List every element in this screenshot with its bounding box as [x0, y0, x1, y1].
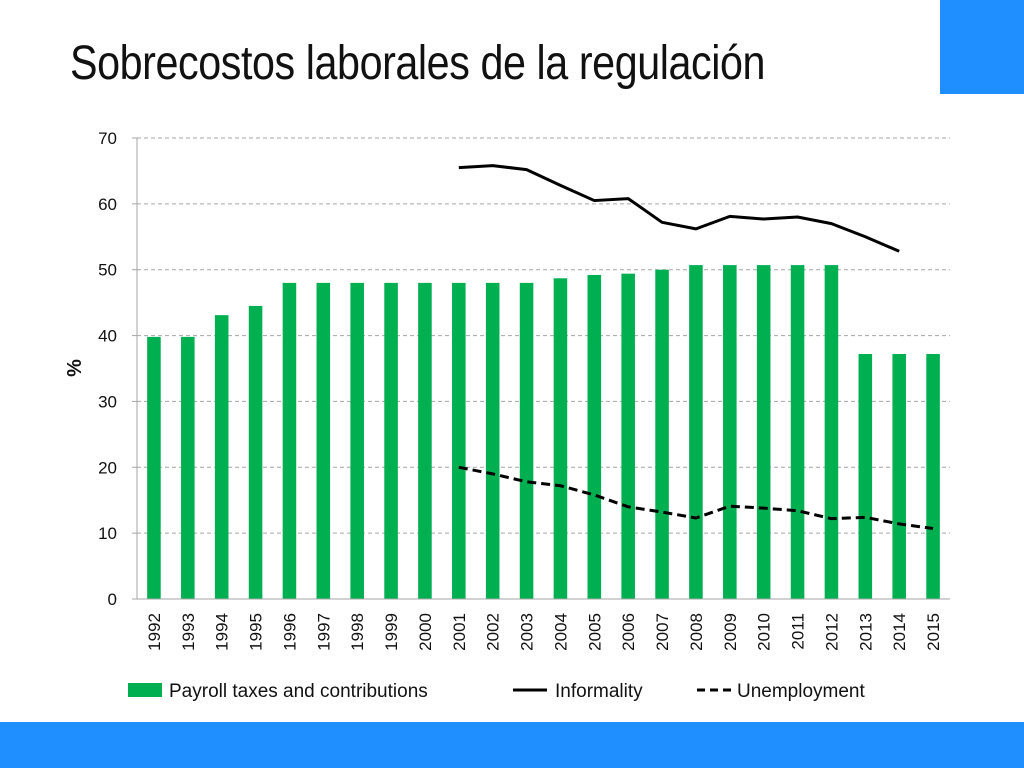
legend-swatch	[128, 683, 162, 697]
y-tick-label: 0	[108, 590, 117, 609]
footer-band	[0, 722, 1024, 768]
bar	[858, 354, 873, 599]
bar	[282, 282, 297, 599]
y-tick-label: 50	[98, 261, 117, 280]
bars	[147, 265, 940, 599]
bar	[384, 282, 398, 599]
x-tick-label: 2015	[924, 613, 943, 651]
y-tick-label: 70	[98, 129, 117, 148]
x-tick-label: 1992	[145, 613, 164, 651]
x-tick-label: 2005	[585, 613, 604, 651]
y-tick-label: 60	[98, 195, 117, 214]
y-tick-label: 10	[98, 524, 117, 543]
x-tick-label: 1993	[179, 613, 198, 651]
y-tick-labels: 0 10 20 30 40 50 60 70	[98, 129, 137, 609]
lines	[458, 164, 934, 531]
bar	[587, 274, 602, 599]
x-tick-label: 2000	[416, 613, 435, 651]
x-tick-label: 2009	[721, 613, 740, 651]
legend: Payroll taxes and contributions Informali…	[128, 681, 865, 702]
bar	[147, 336, 161, 599]
x-tick-label: 1998	[348, 613, 367, 651]
x-tick-label: 2004	[551, 613, 570, 651]
legend-label: Unemployment	[737, 681, 865, 702]
x-tick-label: 2008	[687, 613, 706, 651]
bar	[621, 273, 635, 599]
x-tick-labels: 1992 1993 1994 1995 1996 1997 1998 1999 2000 2001…	[145, 613, 943, 651]
x-tick-label: 1994	[213, 613, 232, 651]
x-tick-label: 2006	[619, 613, 638, 651]
bar	[756, 265, 771, 599]
bar	[723, 265, 737, 599]
bar	[519, 282, 534, 599]
x-tick-label: 2003	[518, 613, 537, 651]
y-tick-label: 20	[98, 458, 117, 477]
bar	[181, 336, 195, 599]
y-tick-label: 40	[98, 327, 117, 346]
x-tick-label: 2001	[450, 613, 469, 651]
x-tick-label: 1996	[280, 613, 299, 651]
bar	[926, 354, 940, 599]
bar	[553, 278, 568, 599]
x-tick-label: 1995	[247, 613, 266, 651]
x-tick-label: 2013	[856, 613, 875, 651]
informality-line	[458, 164, 900, 253]
y-axis-label: %	[64, 359, 86, 377]
y-tick-label: 30	[98, 392, 117, 411]
title-box: Sobrecostos laborales de la regulación	[0, 0, 940, 94]
bar	[214, 315, 229, 599]
x-tick-label: 1997	[314, 613, 333, 651]
legend-label: Informality	[555, 681, 643, 702]
x-tick-label: 2002	[484, 613, 503, 651]
x-tick-label: 2007	[653, 613, 672, 651]
bar	[824, 265, 839, 599]
chart: 0 10 20 30 40 50 60 70 1992 1993 1994 1995 1996 1997…	[64, 129, 950, 702]
bar	[689, 265, 703, 599]
bar	[892, 354, 906, 599]
x-tick-label: 2011	[789, 613, 808, 650]
x-tick-label: 2014	[890, 613, 909, 651]
bar	[316, 282, 331, 599]
x-tick-label: 2010	[755, 613, 774, 651]
bar	[485, 282, 500, 599]
bar	[452, 282, 466, 599]
unemployment-line	[458, 465, 934, 531]
legend-label: Payroll taxes and contributions	[169, 681, 428, 702]
bar	[790, 265, 805, 599]
bar	[350, 282, 364, 599]
x-tick-label: 2012	[822, 613, 841, 651]
x-tick-label: 1999	[382, 613, 401, 651]
slide-title: Sobrecostos laborales de la regulación	[70, 37, 766, 90]
bar	[248, 305, 263, 599]
bar	[418, 282, 432, 599]
gridlines	[137, 137, 950, 534]
bar	[655, 269, 669, 599]
